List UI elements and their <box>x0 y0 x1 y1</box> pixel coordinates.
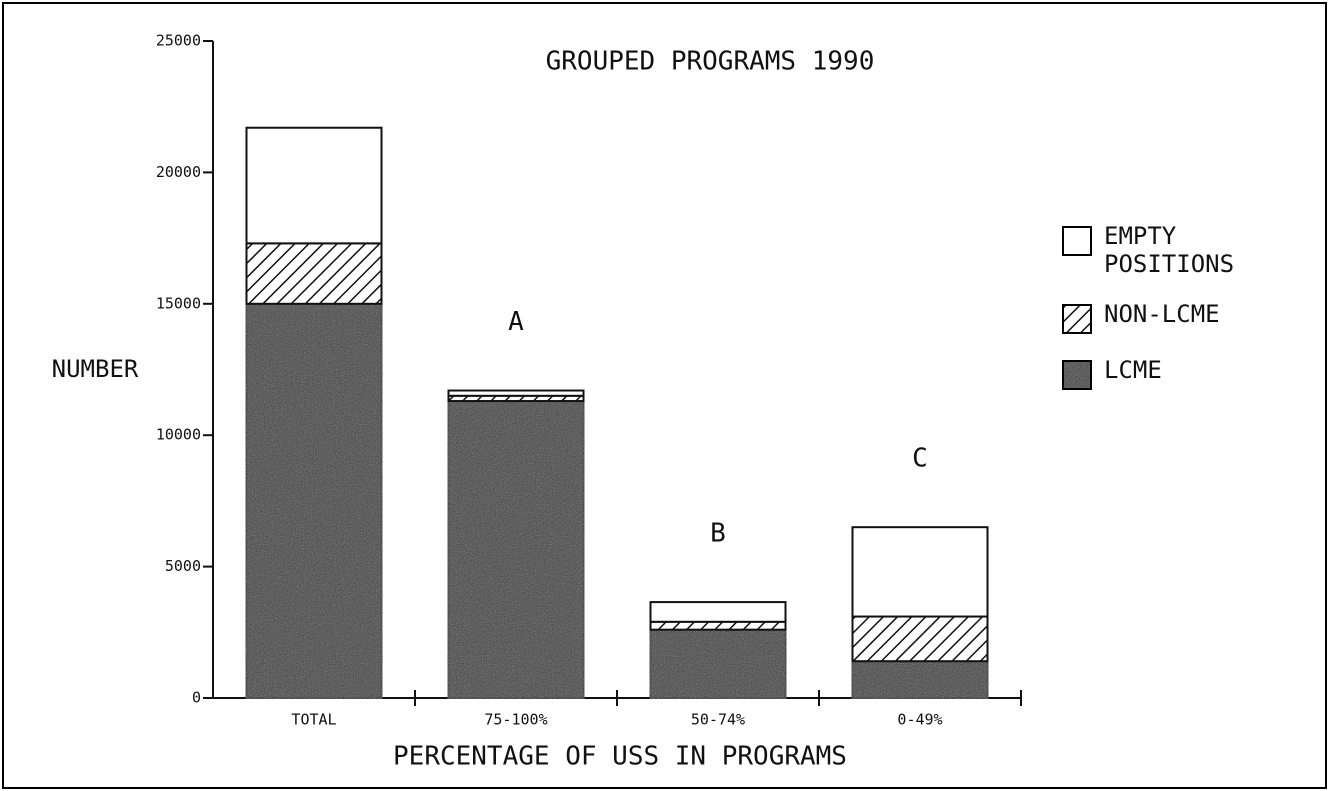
x-tick-label: 50-74% <box>691 711 745 729</box>
y-tick-label: 0 <box>192 689 201 707</box>
x-axis-label: PERCENTAGE OF USS IN PROGRAMS <box>393 742 847 772</box>
y-tick-label: 20000 <box>156 163 201 181</box>
annotation: B <box>710 519 726 549</box>
legend-item: LCME <box>1062 356 1302 390</box>
bar-segment <box>447 400 585 699</box>
x-tick-label: 0-49% <box>897 711 942 729</box>
legend-item: EMPTY POSITIONS <box>1062 222 1302 278</box>
legend-swatch-fill <box>1064 362 1090 388</box>
y-tick-label: 5000 <box>165 557 201 575</box>
bar-segment <box>851 660 989 700</box>
y-tick-label: 15000 <box>156 294 201 312</box>
legend: EMPTY POSITIONS NON-LCME LCME <box>1062 222 1302 412</box>
bar-segment <box>245 302 383 699</box>
annotation: C <box>912 444 928 474</box>
bar-segment <box>245 242 383 305</box>
chart-title: GROUPED PROGRAMS 1990 <box>546 47 875 77</box>
legend-label: NON-LCME <box>1104 300 1220 328</box>
legend-label: LCME <box>1104 356 1162 384</box>
legend-item: NON-LCME <box>1062 300 1302 334</box>
legend-label: EMPTY POSITIONS <box>1104 222 1235 278</box>
legend-swatch-fill <box>1064 306 1090 332</box>
bar-segment <box>245 126 383 245</box>
bar-segment <box>649 601 787 623</box>
y-tick-label: 10000 <box>156 426 201 444</box>
bar-segment <box>851 615 989 663</box>
legend-swatch <box>1062 360 1092 390</box>
legend-swatch <box>1062 226 1092 256</box>
x-tick-label: 75-100% <box>484 711 547 729</box>
legend-swatch <box>1062 304 1092 334</box>
x-tick-label: TOTAL <box>291 711 336 729</box>
y-tick-label: 25000 <box>156 32 201 50</box>
legend-swatch-fill <box>1064 228 1090 254</box>
bar-segment <box>851 526 989 618</box>
y-axis-label: NUMBER <box>52 355 139 383</box>
bar-segment <box>649 628 787 699</box>
bar-segment <box>447 389 585 397</box>
annotation: A <box>508 307 524 337</box>
bar-segment <box>649 620 787 631</box>
